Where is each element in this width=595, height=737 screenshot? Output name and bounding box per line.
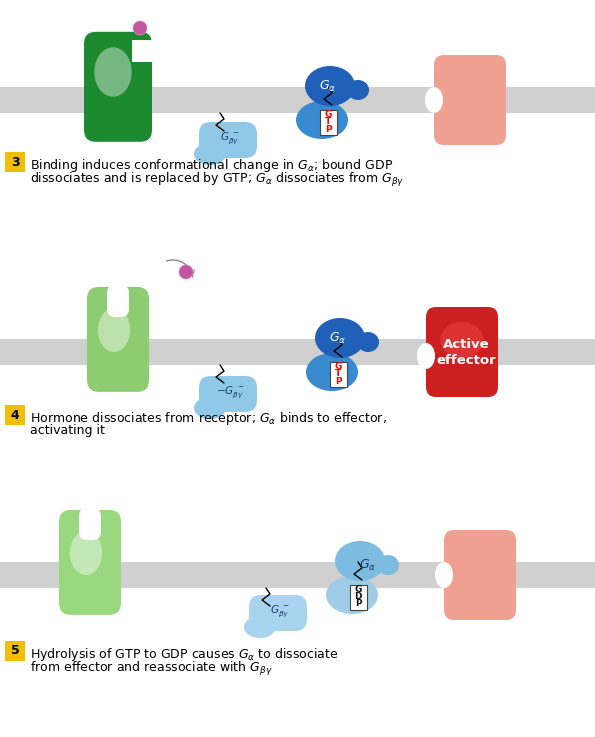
Text: Hydrolysis of GTP to GDP causes $G_{\alpha}$ to dissociate: Hydrolysis of GTP to GDP causes $G_{\alp… [30, 646, 339, 663]
FancyBboxPatch shape [79, 508, 101, 540]
Text: $G_{\beta\gamma}^{\ -}$: $G_{\beta\gamma}^{\ -}$ [270, 603, 290, 619]
FancyBboxPatch shape [5, 152, 25, 172]
FancyBboxPatch shape [87, 287, 149, 392]
Ellipse shape [315, 318, 365, 358]
FancyBboxPatch shape [249, 595, 307, 631]
FancyBboxPatch shape [107, 285, 129, 317]
Ellipse shape [440, 322, 484, 358]
Text: P: P [334, 377, 342, 385]
Text: G: G [324, 110, 331, 119]
Ellipse shape [296, 101, 348, 139]
Text: 4: 4 [11, 408, 20, 422]
Circle shape [179, 265, 193, 279]
Text: Binding induces conformational change in $G_{\alpha}$; bound GDP: Binding induces conformational change in… [30, 157, 393, 174]
Text: $G_\alpha$: $G_\alpha$ [359, 557, 377, 573]
Bar [0, 562, 595, 588]
Ellipse shape [425, 87, 443, 113]
Ellipse shape [306, 353, 358, 391]
FancyBboxPatch shape [59, 510, 121, 615]
Text: G: G [334, 362, 342, 371]
Text: P: P [325, 125, 331, 133]
Text: 5: 5 [11, 644, 20, 657]
Ellipse shape [335, 541, 385, 581]
FancyBboxPatch shape [444, 530, 516, 620]
Text: activating it: activating it [30, 424, 105, 437]
Text: D: D [354, 592, 362, 601]
Ellipse shape [194, 397, 226, 419]
Bar [0, 339, 595, 365]
Text: $-G_{\beta\gamma}^{\ -}$: $-G_{\beta\gamma}^{\ -}$ [216, 384, 245, 399]
Circle shape [133, 21, 147, 35]
Text: dissociates and is replaced by GTP; $G_{\alpha}$ dissociates from $G_{\beta\gamm: dissociates and is replaced by GTP; $G_{… [30, 171, 405, 189]
Ellipse shape [326, 576, 378, 614]
FancyBboxPatch shape [84, 32, 152, 142]
Ellipse shape [435, 562, 453, 588]
Bar [132, 40, 157, 62]
Ellipse shape [377, 555, 399, 575]
FancyBboxPatch shape [199, 122, 257, 158]
Text: 3: 3 [11, 156, 19, 169]
Ellipse shape [347, 80, 369, 100]
FancyBboxPatch shape [349, 584, 367, 609]
Text: $G_{\beta\gamma}^{\ -}$: $G_{\beta\gamma}^{\ -}$ [220, 130, 240, 146]
FancyBboxPatch shape [5, 405, 25, 425]
FancyBboxPatch shape [320, 110, 337, 134]
FancyBboxPatch shape [330, 362, 346, 386]
Ellipse shape [244, 616, 276, 638]
FancyBboxPatch shape [199, 376, 257, 412]
Ellipse shape [417, 343, 435, 369]
FancyBboxPatch shape [426, 307, 498, 397]
Ellipse shape [94, 47, 131, 97]
FancyBboxPatch shape [5, 641, 25, 661]
Ellipse shape [357, 332, 379, 352]
Text: T: T [335, 369, 341, 378]
Text: T: T [325, 117, 331, 126]
Ellipse shape [70, 531, 102, 575]
Text: G: G [354, 584, 362, 593]
Text: Hormone dissociates from receptor; $G_{\alpha}$ binds to effector,: Hormone dissociates from receptor; $G_{\… [30, 410, 387, 427]
Ellipse shape [98, 308, 130, 352]
Ellipse shape [305, 66, 355, 106]
Bar [0, 87, 595, 113]
Text: Active
effector: Active effector [436, 338, 496, 366]
Text: P: P [355, 599, 361, 609]
Ellipse shape [194, 143, 226, 165]
Text: $G_\alpha$: $G_\alpha$ [330, 330, 347, 346]
Text: from effector and reassociate with $G_{\beta\gamma}$: from effector and reassociate with $G_{\… [30, 660, 273, 678]
Text: $G_\alpha$: $G_\alpha$ [320, 78, 337, 94]
FancyBboxPatch shape [434, 55, 506, 145]
